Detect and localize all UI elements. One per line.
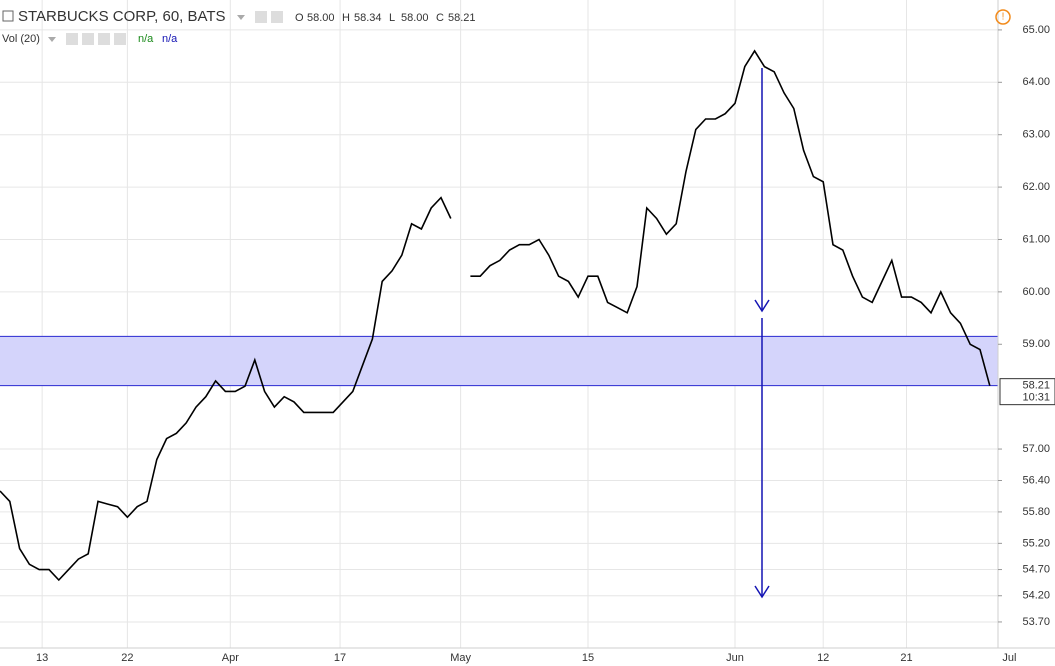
y-tick-label: 65.00 (1022, 24, 1050, 36)
y-tick-label: 63.00 (1022, 129, 1050, 141)
icon[interactable] (255, 11, 267, 23)
ohlc-value: 58.21 (448, 12, 476, 24)
x-tick-label: May (450, 652, 471, 664)
y-tick-label: 54.70 (1022, 563, 1050, 575)
x-tick-label: Jul (1002, 652, 1016, 664)
x-tick-label: Apr (222, 652, 239, 664)
x-tick-label: Jun (726, 652, 744, 664)
ohlc-value: 58.00 (307, 12, 335, 24)
y-tick-label: 53.70 (1022, 616, 1050, 628)
y-tick-label: 60.00 (1022, 286, 1050, 298)
volume-value: n/a (138, 33, 154, 45)
y-tick-label: 57.00 (1022, 443, 1050, 455)
ohlc-value: 58.34 (354, 12, 382, 24)
ohlc-key: C (436, 12, 444, 24)
dropdown-icon[interactable] (237, 15, 245, 20)
symbol-title: STARBUCKS CORP, 60, BATS (18, 8, 226, 25)
ohlc-key: O (295, 12, 304, 24)
alert-icon-mark: ! (1002, 12, 1005, 23)
price-tag-time: 10:31 (1022, 392, 1050, 404)
volume-label: Vol (20) (2, 33, 40, 45)
icon[interactable] (66, 33, 78, 45)
ohlc-key: L (389, 12, 395, 24)
x-tick-label: 22 (121, 652, 133, 664)
price-tag: 58.21 (1022, 380, 1050, 392)
y-tick-label: 64.00 (1022, 76, 1050, 88)
x-tick-label: 21 (900, 652, 912, 664)
ohlc: O 58.00 H 58.34 L 58.00 C 58.21 (295, 12, 476, 24)
y-tick-label: 54.20 (1022, 590, 1050, 602)
y-tick-label: 62.00 (1022, 181, 1050, 193)
y-tick-label: 55.80 (1022, 506, 1050, 518)
icon[interactable] (114, 33, 126, 45)
price-tag-bg (999, 378, 1055, 406)
y-tick-label: 59.00 (1022, 338, 1050, 350)
ohlc-key: H (342, 12, 350, 24)
price-line (470, 49, 991, 386)
x-tick-label: 15 (582, 652, 594, 664)
x-tick-label: 12 (817, 652, 829, 664)
collapse-icon[interactable] (2, 10, 14, 22)
x-tick-label: 13 (36, 652, 48, 664)
grid (0, 0, 998, 648)
price-line (0, 196, 452, 582)
plot (0, 49, 998, 582)
volume-value: n/a (162, 33, 178, 45)
y-tick-label: 61.00 (1022, 233, 1050, 245)
ohlc-value: 58.00 (401, 12, 429, 24)
y-tick-label: 55.20 (1022, 537, 1050, 549)
x-tick-label: 17 (334, 652, 346, 664)
price-band (0, 336, 998, 386)
icon[interactable] (98, 33, 110, 45)
dropdown-icon[interactable] (48, 37, 56, 42)
icon[interactable] (82, 33, 94, 45)
icon[interactable] (271, 11, 283, 23)
alert-icon[interactable] (995, 9, 1011, 25)
arrow-annotation (754, 68, 770, 599)
y-tick-label: 56.40 (1022, 474, 1050, 486)
